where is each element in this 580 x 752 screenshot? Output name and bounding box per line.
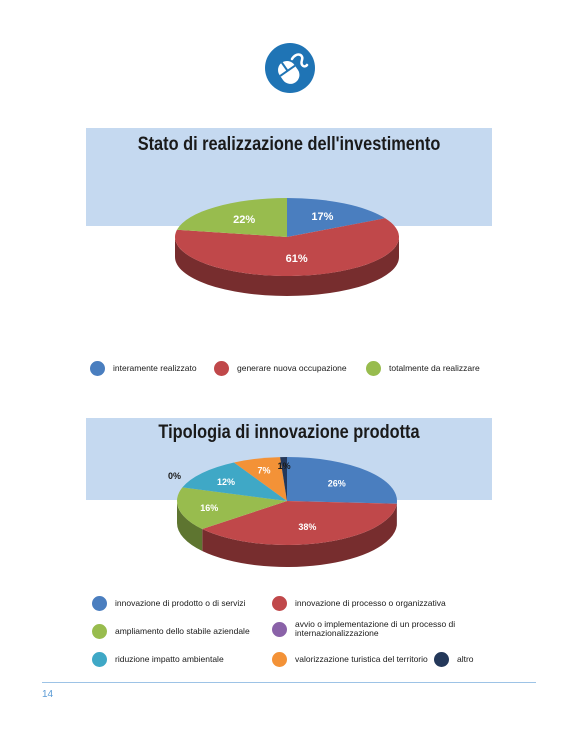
data-label-valorizzazione-turistica-del-territorio: 7% [257,465,270,475]
pie-slice-generare-nuova-occupazione [175,218,399,276]
legend-label: riduzione impatto ambientale [115,654,224,664]
pie-slice-altro [280,457,287,501]
data-label-innovazione-di-processo-o-organizzativa: 38% [298,522,316,532]
chart-title: Stato di realizzazione dell'investimento [137,134,441,155]
legend-item-totalmente-da-realizzare: totalmente da realizzare [366,361,480,376]
legend-item-innovazione-di-processo-o-organizzativa: innovazione di processo o organizzativa [272,596,472,611]
data-label-ampliamento-dello-stabile-aziendale: 16% [200,503,218,513]
pie-side-innovazione-di-processo-o-organizzativa [202,503,397,567]
page-number: 14 [42,689,54,700]
legend-swatch [92,596,107,611]
pie-side-generare-nuova-occupazione [175,237,399,296]
legend-item-riduzione-impatto-ambientale: riduzione impatto ambientale [92,652,272,667]
legend-swatch [90,361,105,376]
legend-swatch [92,624,107,639]
legend-item-innovazione-di-prodotto-o-di-servizi: innovazione di prodotto o di servizi [92,596,272,611]
pie-slice-ampliamento-dello-stabile-aziendale [176,487,287,530]
pie-chart-tipologia: 26% 38% 16% 0% 12% 7% 1% [168,457,397,567]
legend-label: valorizzazione turistica del territorio [295,654,428,664]
legend-swatch [366,361,381,376]
data-label-innovazione-di-prodotto-o-di-servizi: 26% [328,478,346,488]
legend-label: innovazione di prodotto o di servizi [115,598,246,608]
legend-label: altro [457,654,474,664]
legend-item-generare-nuova-occupazione: generare nuova occupazione [214,361,347,376]
data-label-riduzione-impatto-ambientale: 12% [217,477,235,487]
legend-swatch [272,621,287,637]
data-label-totalmente-da-realizzare: 22% [233,214,255,226]
legend-label: totalmente da realizzare [389,363,480,373]
legend-label: ampliamento dello stabile aziendale [115,626,250,636]
pie-slice-innovazione-di-prodotto-o-di-servizi [287,457,397,504]
chart-title: Tipologia di innovazione prodotta [158,422,420,443]
legend-swatch [272,596,287,611]
pie-slice-innovazione-di-processo-o-organizzativa [202,501,397,545]
data-label-avvio-o-implementazione-di-un-processo-di-internazionalizzazione: 0% [168,471,181,481]
legend-item-interamente-realizzato: interamente realizzato [90,361,197,376]
pie-slice-totalmente-da-realizzare [176,198,287,237]
legend-label: generare nuova occupazione [237,363,347,373]
legend-label: avvio o implementazione di un processo d… [295,619,456,638]
chart-panel-tipologia: Tipologia di innovazione prodotta 26% 38%… [86,418,492,683]
legend-item-altro: altro [434,652,494,667]
legend-label: innovazione di processo o organizzativa [295,598,446,608]
pie-slice-riduzione-impatto-ambientale [182,462,287,501]
legend-swatch [92,652,107,667]
pie-side-ampliamento-dello-stabile-aziendale [177,501,203,552]
chart-panel-stato: Stato di realizzazione dell'investimento… [86,128,492,390]
legend-label: interamente realizzato [113,363,197,373]
footer-divider [42,682,536,683]
legend-item-valorizzazione-turistica-del-territorio: valorizzazione turistica del territorio [272,652,472,667]
pie-slice-interamente-realizzato [287,198,386,237]
data-label-generare-nuova-occupazione: 61% [286,253,308,265]
legend-swatch [434,652,449,667]
legend-swatch [214,361,229,376]
legend-swatch [272,652,287,667]
legend-item-avvio-o-implementazione-di-un-processo-di-internazionalizzazione: avvio o implementazione di un processo d… [272,620,472,638]
pie-slice-valorizzazione-turistica-del-territorio [234,457,287,501]
pie-chart-stato: 17% 61% 22% [175,198,399,296]
mouse-cable-icon [265,43,315,93]
legend-item-ampliamento-dello-stabile-aziendale: ampliamento dello stabile aziendale [92,624,272,639]
data-label-altro: 1% [278,461,291,471]
data-label-interamente-realizzato: 17% [311,211,333,223]
